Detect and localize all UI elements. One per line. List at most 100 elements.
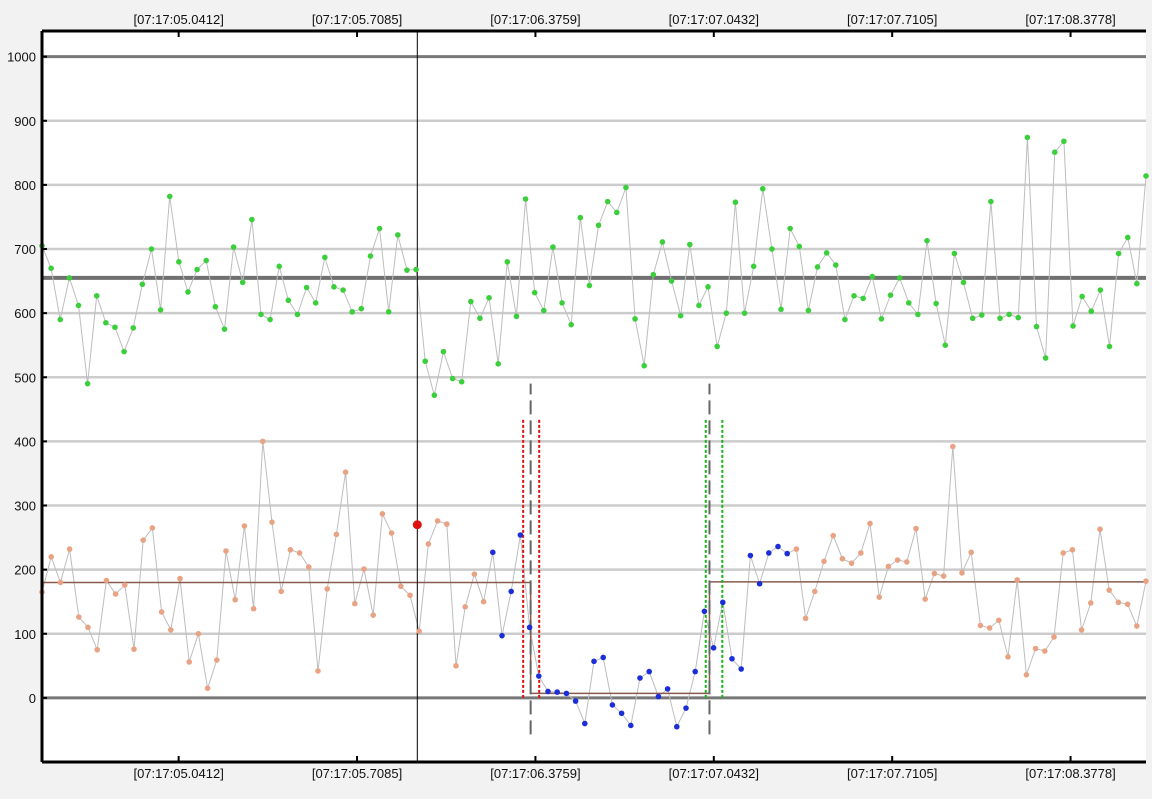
series-lower-point-25 (269, 519, 275, 525)
series-upper-point-18 (203, 257, 210, 264)
series-lower-point-85 (821, 558, 827, 565)
series-lower-point-14 (168, 627, 174, 633)
series-upper-point-62 (604, 198, 611, 205)
frame-layer (40, 29, 1146, 764)
series-upper-point-28 (294, 311, 301, 318)
series-lower-point-90 (867, 520, 873, 527)
series-upper-point-4 (75, 302, 82, 309)
event-point-58 (572, 698, 579, 704)
series-upper-point-63 (614, 209, 620, 216)
series-lower-point-100 (959, 570, 965, 576)
series-lower-point-101 (968, 549, 974, 556)
series-upper-point-23 (249, 216, 255, 223)
series-lower-point-7 (103, 577, 110, 584)
series-upper-point-29 (303, 284, 310, 291)
series-lower-point-109 (1042, 648, 1048, 654)
x-tick-label-bottom-0: [07:17:05.0412] (133, 766, 223, 781)
series-upper-point-78 (750, 263, 757, 270)
series-lower-point-1 (48, 554, 54, 560)
event-point-79 (766, 550, 772, 556)
x-tick-label-top-4: [07:17:07.7105] (847, 12, 937, 27)
series-upper-point-109 (1033, 323, 1040, 330)
series-upper-point-48 (477, 315, 483, 322)
series-lower-point-38 (388, 530, 395, 536)
series-upper-point-55 (541, 307, 547, 314)
series-upper-point-73 (705, 284, 711, 290)
series-lower-point-113 (1078, 627, 1085, 633)
series-lower-point-111 (1060, 550, 1066, 556)
series-lower-point-24 (260, 438, 266, 445)
series-lower-point-23 (250, 605, 257, 612)
series-upper-point-2 (57, 316, 64, 323)
y-tick-label-600: 600 (14, 306, 36, 321)
series-upper-point-65 (632, 316, 638, 322)
series-lower-point-8 (112, 591, 119, 597)
event-point-77 (747, 552, 754, 559)
series-lower-point-46 (462, 604, 469, 610)
series-lower-point-112 (1069, 546, 1076, 553)
series-lower-point-30 (315, 668, 321, 674)
series-lower-point-119 (1134, 623, 1140, 629)
event-point-57 (563, 690, 570, 697)
series-upper-point-10 (130, 325, 137, 331)
x-tick-label-bottom-4: [07:17:07.7105] (847, 766, 937, 781)
event-point-78 (756, 580, 763, 587)
event-point-71 (692, 668, 698, 675)
series-lower-point-3 (66, 546, 73, 552)
event-point-53 (526, 624, 533, 631)
series-upper-point-3 (66, 275, 73, 281)
series-upper-point-84 (805, 307, 812, 314)
series-upper-point-45 (449, 375, 456, 382)
series-upper-point-104 (988, 198, 994, 205)
series-upper-point-27 (285, 297, 292, 304)
series-upper-point-68 (659, 239, 666, 245)
series-lower-point-31 (324, 586, 331, 592)
y-tick-label-100: 100 (14, 627, 36, 642)
x-tick-label-top-2: [07:17:06.3759] (490, 12, 580, 27)
y-axis-ticks: 0 100 200 300 400 500 600 700 800 900 1000 (7, 50, 47, 706)
y-tick-label-300: 300 (14, 499, 36, 514)
series-lower-point-44 (444, 521, 450, 527)
series-upper-point-121 (1143, 173, 1149, 179)
series-upper-point-53 (522, 196, 529, 202)
series-lower-point-114 (1088, 600, 1094, 606)
series-upper-point-106 (1006, 311, 1012, 318)
series-upper-point-81 (778, 306, 784, 313)
series-upper-point-100 (951, 250, 958, 257)
y-tick-label-0: 0 (29, 691, 36, 706)
series-lower-point-98 (940, 573, 947, 579)
event-point-55 (545, 688, 551, 695)
y-tick-label-800: 800 (14, 178, 36, 193)
series-upper-point-79 (759, 185, 766, 192)
plot-area (42, 31, 1146, 762)
series-upper-point-93 (887, 292, 894, 298)
series-lower-point-13 (158, 609, 165, 615)
event-point-59 (582, 720, 588, 727)
series-lower-point-10 (131, 646, 137, 652)
y-tick-label-900: 900 (14, 114, 36, 129)
point-layer (39, 134, 1149, 730)
series-upper-point-54 (531, 289, 538, 296)
series-upper-point-66 (641, 362, 647, 369)
series-lower-point-26 (278, 588, 285, 595)
series-upper-point-98 (933, 300, 939, 307)
series-upper-point-9 (121, 348, 127, 355)
series-upper-point-39 (395, 232, 401, 238)
series-upper-point-50 (495, 360, 501, 367)
series-lower-point-19 (214, 657, 220, 663)
series-upper-point-94 (896, 275, 903, 281)
series-upper-point-70 (677, 312, 684, 319)
series-lower-point-96 (922, 596, 928, 602)
series-lower-point-41 (416, 628, 423, 634)
series-upper-point-16 (185, 289, 191, 295)
series-lower-point-47 (471, 571, 478, 577)
grid-layer (42, 55, 1146, 700)
series-upper-point-24 (258, 311, 264, 318)
series-lower-point-110 (1051, 634, 1057, 640)
series-upper-point-40 (404, 267, 410, 273)
series-lower-point-105 (1005, 654, 1011, 660)
series-lower-point-118 (1124, 601, 1131, 608)
series-upper-point-26 (276, 263, 283, 270)
